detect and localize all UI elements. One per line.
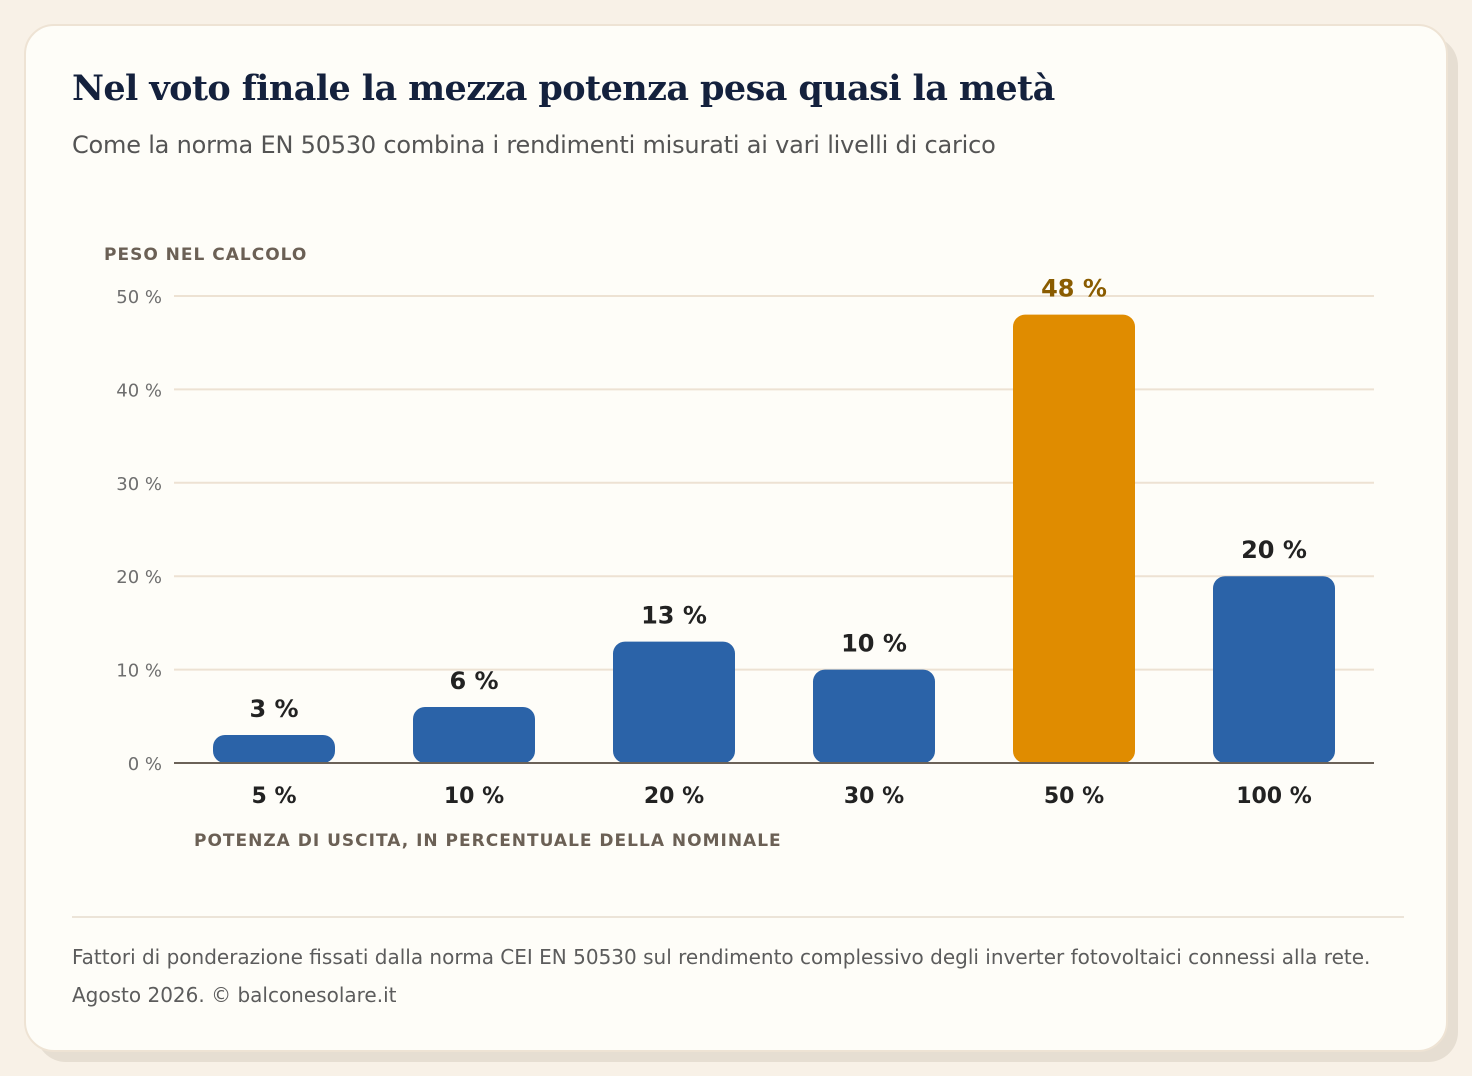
- bar-6: [1213, 576, 1335, 763]
- x-tick-label: 30 %: [844, 784, 904, 809]
- y-tick-label: 30 %: [116, 474, 162, 495]
- x-tick-label: 50 %: [1044, 784, 1104, 809]
- x-tick-label: 10 %: [444, 784, 504, 809]
- y-tick-label: 10 %: [116, 661, 162, 682]
- chart-title: Nel voto finale la mezza potenza pesa qu…: [72, 68, 1055, 109]
- value-labels: 3 % 6 % 13 % 10 % 48 % 20 %: [249, 275, 1306, 723]
- bar-value-label: 10 %: [841, 630, 907, 658]
- x-tick-label: 20 %: [644, 784, 704, 809]
- footnote: Fattori di ponderazione fissati dalla no…: [72, 945, 1371, 1007]
- x-axis-ticks: 5 % 10 % 20 % 30 % 50 % 100 %: [251, 784, 1311, 809]
- bar-4: [813, 669, 935, 763]
- x-tick-label: 100 %: [1236, 784, 1312, 809]
- y-tick-label: 50 %: [116, 287, 162, 308]
- y-tick-label: 20 %: [116, 567, 162, 588]
- bars: [213, 314, 1335, 763]
- bar-3: [613, 641, 735, 763]
- chart-card: Nel voto finale la mezza potenza pesa qu…: [24, 24, 1448, 1052]
- bar-value-label: 48 %: [1041, 275, 1107, 303]
- x-axis-title: POTENZA DI USCITA, IN PERCENTUALE DELLA …: [194, 831, 782, 851]
- y-axis-title: PESO NEL CALCOLO: [104, 245, 307, 265]
- bar-chart: 0 % 10 % 20 % 30 % 40 % 50 % 3 % 6 % 13 % 10 % 48…: [104, 245, 1374, 851]
- bar-value-label: 6 %: [449, 667, 498, 695]
- bar-value-label: 20 %: [1241, 536, 1307, 564]
- y-tick-label: 0 %: [128, 754, 162, 775]
- bar-value-label: 3 %: [249, 695, 298, 723]
- bar-5: [1013, 314, 1135, 763]
- y-axis-ticks: 0 % 10 % 20 % 30 % 40 % 50 %: [116, 287, 162, 775]
- gridlines: [174, 295, 1374, 671]
- bar-1: [213, 734, 335, 763]
- bar-value-label: 13 %: [641, 602, 707, 630]
- bar-2: [413, 706, 535, 763]
- y-tick-label: 40 %: [116, 380, 162, 401]
- footer-divider: [72, 916, 1404, 918]
- chart-subtitle: Come la norma EN 50530 combina i rendime…: [72, 131, 996, 159]
- x-tick-label: 5 %: [251, 784, 296, 809]
